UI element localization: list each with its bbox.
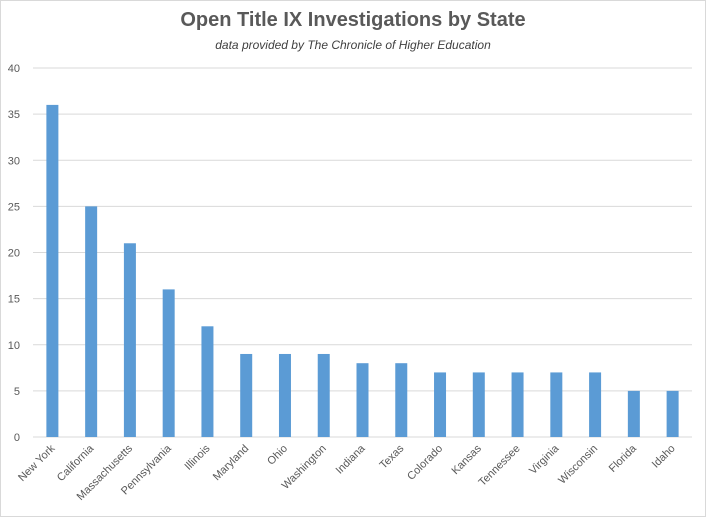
x-tick-label: Illinois xyxy=(182,442,212,472)
gridlines xyxy=(33,67,692,438)
y-tick-label: 40 xyxy=(8,63,20,75)
x-tick-label: Florida xyxy=(607,442,640,475)
bar xyxy=(201,326,214,437)
chart-subtitle: data provided by The Chronicle of Higher… xyxy=(215,38,491,52)
bar xyxy=(511,372,524,437)
x-tick-label: Maryland xyxy=(211,443,251,483)
x-tick-label: Colorado xyxy=(405,443,445,483)
bar xyxy=(434,372,447,437)
bar xyxy=(278,353,291,437)
x-tick-label: Kansas xyxy=(449,442,484,477)
x-tick-label: Texas xyxy=(378,442,407,471)
bar xyxy=(123,243,136,437)
bar xyxy=(666,390,679,437)
y-tick-label: 20 xyxy=(8,248,20,260)
y-tick-label: 30 xyxy=(8,155,20,167)
x-tick-label: Virginia xyxy=(527,442,562,477)
x-tick-label: Wisconsin xyxy=(556,443,600,487)
y-tick-label: 0 xyxy=(14,432,20,444)
bar xyxy=(317,353,330,437)
bars xyxy=(46,104,679,438)
x-tick-label: Tennessee xyxy=(477,443,523,489)
x-tick-label: Indiana xyxy=(334,442,369,477)
chart-title: Open Title IX Investigations by State xyxy=(180,9,526,31)
y-tick-label: 15 xyxy=(8,294,20,306)
y-tick-label: 25 xyxy=(8,201,20,213)
bar xyxy=(46,104,59,438)
bar xyxy=(240,353,253,437)
y-axis-tick-labels: 0 5 10 15 20 25 30 35 40 xyxy=(8,63,20,444)
y-tick-label: 35 xyxy=(8,109,20,121)
y-tick-label: 10 xyxy=(8,340,20,352)
bar xyxy=(395,363,408,437)
x-tick-label: Ohio xyxy=(265,443,290,468)
bar xyxy=(85,206,98,437)
x-tick-label: New York xyxy=(16,442,58,484)
x-axis-tick-labels: New YorkCaliforniaMassachusettsPennsylva… xyxy=(16,442,678,503)
bar xyxy=(589,372,602,437)
y-tick-label: 5 xyxy=(14,386,20,398)
bar xyxy=(627,390,640,437)
bar xyxy=(472,372,485,437)
bar xyxy=(356,363,369,437)
bar xyxy=(162,289,175,437)
bar xyxy=(550,372,563,437)
x-tick-label: Idaho xyxy=(650,443,678,471)
